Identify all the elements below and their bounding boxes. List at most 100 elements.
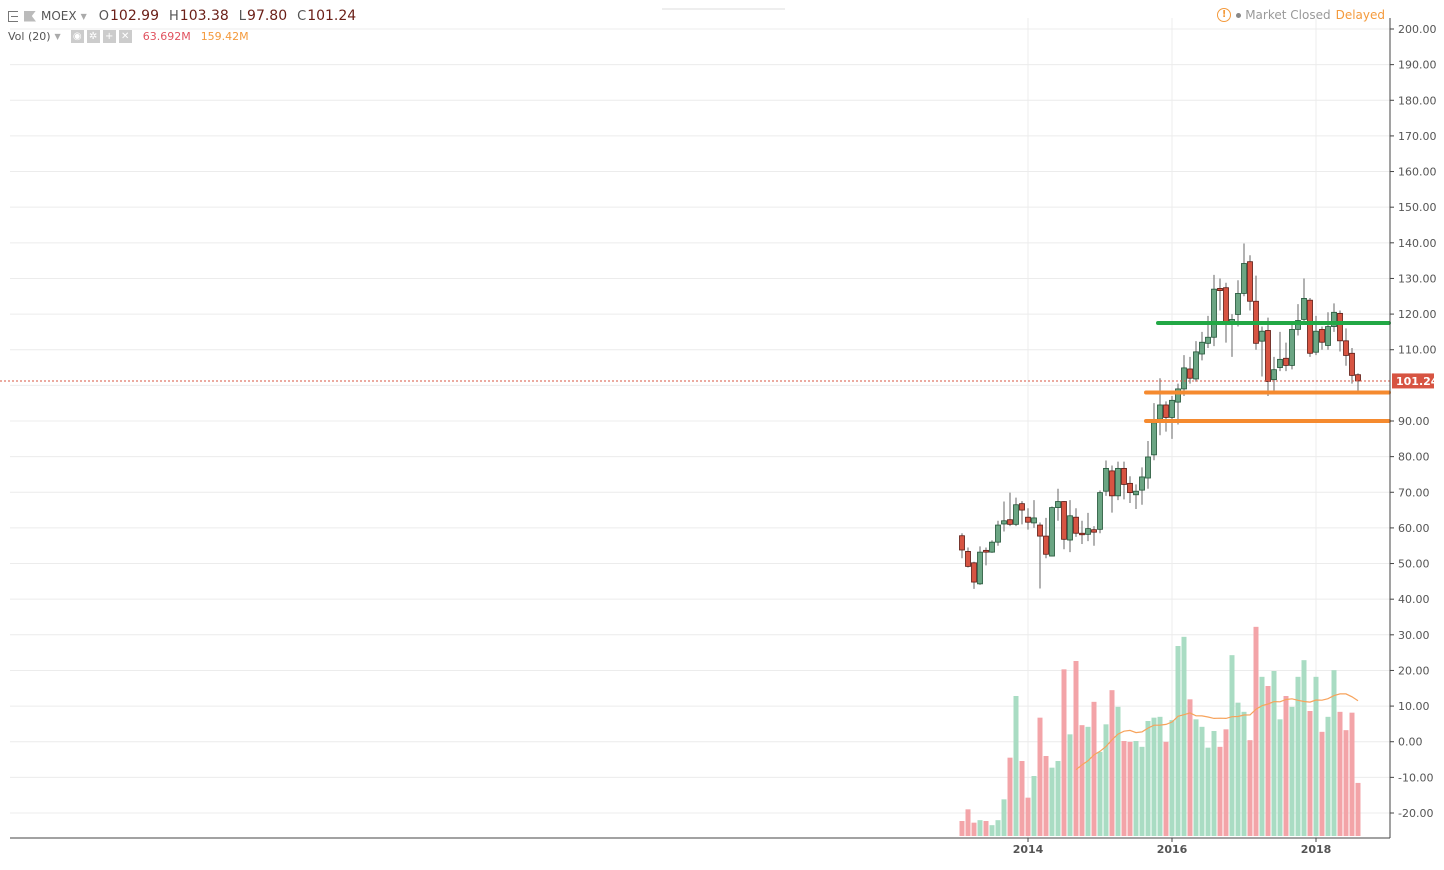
candle — [1037, 522, 1043, 589]
volume-bar — [1181, 636, 1187, 836]
candle-body-up — [1157, 404, 1163, 420]
candle-body-down — [1079, 532, 1085, 536]
y-tick-label: 130.00 — [1398, 272, 1437, 285]
candle — [989, 540, 995, 553]
candle-body-down — [1343, 340, 1349, 356]
volume-bar — [1187, 699, 1193, 836]
candle-body-down — [1127, 482, 1133, 494]
y-tick-label: 0.00 — [1398, 736, 1423, 749]
candle — [1217, 278, 1223, 311]
candle-body-up — [1001, 520, 1007, 525]
x-tick-label: 2014 — [1013, 843, 1044, 856]
candle-body-up — [1145, 456, 1151, 479]
candle — [1061, 501, 1067, 550]
menu-icon[interactable] — [8, 10, 18, 22]
symbol-name[interactable]: MOEX — [41, 9, 77, 23]
volume-bar — [1013, 696, 1019, 836]
candle — [1109, 465, 1115, 513]
volume-bar — [1007, 757, 1013, 836]
volume-bar — [1349, 712, 1355, 836]
gear-icon[interactable]: ✲ — [86, 30, 100, 43]
candle — [1145, 440, 1151, 489]
candle — [1301, 278, 1307, 325]
y-tick-label: 40.00 — [1398, 593, 1430, 606]
candle — [1181, 355, 1187, 397]
volume-bar — [1289, 706, 1295, 836]
volume-bar — [1241, 711, 1247, 836]
volume-bar — [1127, 741, 1133, 836]
candle-body-up — [1289, 329, 1295, 366]
last-price-badge: 101.24 — [1392, 373, 1439, 389]
y-tick-label: 50.00 — [1398, 558, 1430, 571]
candle-body-up — [1175, 388, 1181, 403]
candle-body-down — [1121, 467, 1127, 485]
volume-bar — [1103, 724, 1109, 836]
candle — [1325, 312, 1331, 350]
plus-icon[interactable]: + — [102, 30, 116, 43]
candle — [1307, 298, 1313, 357]
candle-body-up — [1241, 263, 1247, 294]
candle — [965, 547, 971, 568]
volume-bar — [1067, 734, 1073, 836]
warning-icon[interactable]: ! — [1217, 8, 1232, 22]
candle-body-down — [1091, 529, 1097, 533]
volume-label[interactable]: Vol (20) — [8, 30, 51, 43]
candle — [1133, 484, 1139, 510]
candle — [1115, 461, 1121, 501]
candle-body-down — [1163, 404, 1169, 418]
candle — [1229, 314, 1235, 357]
volume-bar — [1121, 741, 1127, 836]
candle — [1343, 328, 1349, 366]
candle-body-up — [1103, 467, 1109, 492]
candle-body-up — [1139, 476, 1145, 491]
volume-bar — [1193, 719, 1199, 836]
volume-bar — [1085, 726, 1091, 836]
volume-bar — [1259, 676, 1265, 836]
volume-bar — [1343, 730, 1349, 836]
high-key: H — [169, 8, 179, 24]
eye-icon[interactable]: ◉ — [70, 30, 84, 43]
candle — [1277, 331, 1283, 372]
candle-body-down — [959, 535, 965, 551]
x-axis-labels[interactable]: 2014 2016 2018 — [1013, 838, 1332, 856]
candle — [1175, 383, 1181, 425]
candle-body-down — [1061, 501, 1067, 540]
volume-bar — [1145, 721, 1151, 836]
candle — [1349, 347, 1355, 384]
candle-body-up — [1199, 341, 1205, 355]
candle-body-down — [1007, 519, 1013, 525]
axes — [10, 8, 1391, 839]
volume-bar — [1247, 740, 1253, 836]
chevron-down-icon[interactable]: ▼ — [54, 32, 61, 41]
delayed-badge[interactable]: Delayed — [1335, 8, 1385, 22]
volume-bar — [1199, 726, 1205, 836]
volume-bar — [1049, 767, 1055, 836]
volume-bar — [1325, 716, 1331, 836]
y-tick-label: 30.00 — [1398, 629, 1430, 642]
candle-body-up — [1259, 330, 1265, 342]
volume-bar — [1079, 725, 1085, 836]
flag-icon[interactable] — [24, 10, 36, 22]
candle — [1289, 322, 1295, 370]
candle — [1169, 396, 1175, 439]
drawn-horizontal-lines[interactable] — [1144, 320, 1391, 423]
candle-body-down — [1109, 470, 1115, 497]
candle-body-down — [1265, 330, 1271, 382]
volume-bar — [977, 820, 983, 836]
low-value: 97.80 — [247, 8, 288, 24]
volume-bar — [1139, 746, 1145, 836]
volume-bar — [1355, 782, 1361, 836]
candle — [1319, 326, 1325, 350]
candle — [959, 533, 965, 559]
candle — [1247, 255, 1253, 311]
candle — [1355, 373, 1361, 394]
close-icon[interactable]: ✕ — [118, 30, 132, 43]
candle — [1127, 476, 1133, 503]
volume-bar — [1307, 711, 1313, 836]
volume-bars — [959, 626, 1361, 836]
y-axis-labels[interactable]: 200.00 190.00 180.00 170.00 160.00 150.00 140.… — [1390, 23, 1437, 820]
x-tick-label: 2018 — [1301, 843, 1332, 856]
volume-bar — [1205, 747, 1211, 836]
chevron-down-icon[interactable]: ▼ — [80, 11, 87, 21]
